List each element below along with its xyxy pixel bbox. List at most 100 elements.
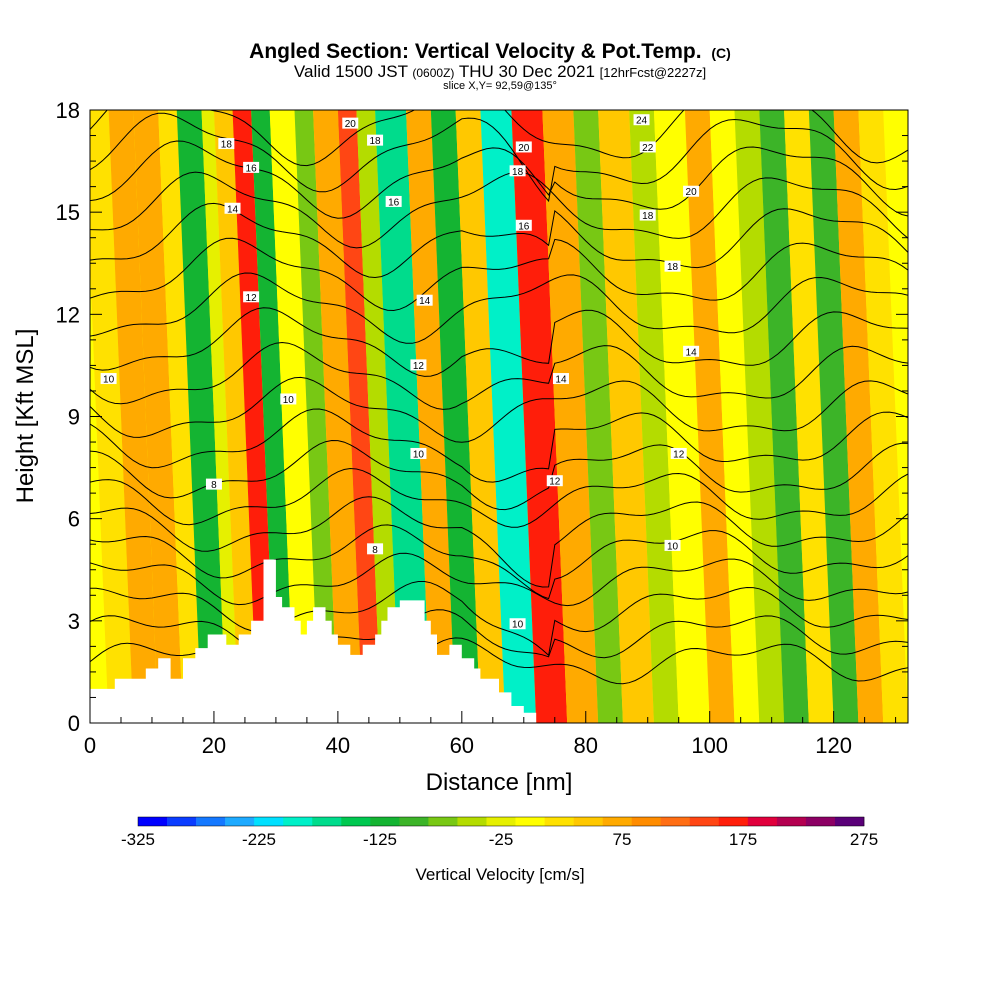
y-tick-label: 3 — [68, 609, 80, 634]
contour-label-bg — [633, 114, 650, 126]
y-tick-label: 9 — [68, 405, 80, 430]
vertical-velocity-field — [90, 110, 908, 723]
contour-label-text: 12 — [246, 293, 258, 304]
contour-label-5: 16 — [385, 195, 402, 208]
velocity-band-11 — [294, 110, 338, 723]
x-tick-label: 0 — [84, 733, 96, 758]
contour-label-19: 10 — [509, 618, 526, 631]
contour-label-6: 14 — [416, 294, 433, 307]
isentrope-8 — [90, 408, 908, 483]
contour-label-text: 10 — [413, 449, 425, 460]
contour-label-27: 10 — [664, 539, 681, 552]
colorbar-swatch-8 — [370, 817, 400, 826]
colorbar-swatch-14 — [544, 817, 574, 826]
contour-label-16: 16 — [515, 219, 532, 232]
contour-label-text: 20 — [345, 119, 357, 130]
colorbar-swatch-21 — [747, 817, 778, 826]
x-tick-label: 100 — [691, 733, 728, 758]
contour-label-bg — [410, 447, 427, 459]
contour-label-11: 10 — [410, 447, 427, 460]
colorbar-swatch-5 — [283, 817, 313, 826]
contour-label-8: 12 — [410, 359, 427, 372]
contour-label-17: 14 — [552, 373, 569, 386]
contour-label-bg — [385, 195, 402, 207]
contour-label-bg — [243, 291, 260, 303]
slice-info: slice X,Y= 92,59@135° — [443, 80, 557, 92]
valid-fcst: [12hrFcst@2227z] — [600, 65, 706, 80]
velocity-band-5 — [176, 110, 227, 723]
contour-label-20: 24 — [633, 114, 650, 127]
colorbar-swatch-22 — [776, 817, 807, 826]
velocity-band-18 — [455, 110, 506, 723]
isentrope-9 — [90, 376, 908, 443]
contour-label-text: 14 — [419, 296, 431, 307]
contour-label-bg — [670, 447, 687, 459]
colorbar-swatch-17 — [631, 817, 662, 826]
contour-label-13: 8 — [367, 543, 384, 556]
isentrope-5 — [90, 496, 908, 588]
x-tick-label: 80 — [574, 733, 598, 758]
contour-label-text: 20 — [518, 143, 530, 154]
contour-label-bg — [509, 165, 526, 177]
colorbar-swatch-10 — [428, 817, 458, 826]
contour-label-2: 14 — [224, 202, 241, 215]
contour-label-bg — [546, 475, 563, 487]
contour-label-text: 18 — [512, 167, 524, 178]
x-tick-label: 60 — [450, 733, 474, 758]
velocity-band-30 — [784, 110, 834, 723]
isentrope-16 — [90, 140, 908, 219]
contour-label-bg — [100, 373, 117, 385]
terrain — [90, 559, 537, 723]
contour-label-text: 18 — [642, 211, 654, 222]
contour-label-bg — [416, 294, 433, 306]
contour-label-bg — [243, 161, 260, 173]
potential-temperature-contours — [90, 110, 908, 685]
contour-label-bg — [552, 373, 569, 385]
contour-label-bg — [664, 539, 681, 551]
contour-label-bg — [639, 209, 656, 221]
contour-label-bg — [367, 543, 384, 555]
isentrope-1 — [90, 609, 908, 659]
isentrope-12 — [90, 272, 908, 344]
isentrope-7 — [90, 439, 908, 511]
contour-label-text: 10 — [667, 541, 679, 552]
contour-label-12: 8 — [205, 478, 222, 491]
colorbar-swatch-0 — [138, 817, 168, 826]
colorbar-swatch-7 — [341, 817, 371, 826]
contour-label-text: 8 — [372, 545, 378, 556]
contour-label-3: 20 — [342, 117, 359, 130]
velocity-band-13 — [337, 110, 382, 723]
velocity-band-9 — [251, 110, 295, 723]
velocity-band-27 — [709, 110, 760, 723]
contour-label-bg — [224, 202, 241, 214]
velocity-band-31 — [808, 110, 859, 723]
contour-label-text: 20 — [686, 187, 698, 198]
x-axis-title: Distance [nm] — [426, 769, 573, 796]
velocity-band-19 — [480, 110, 537, 723]
plot-area: 18 16 14 20 18 16 14 12 12 10 10 10 8 8 20 18 16 14 12 10 24… — [90, 110, 908, 723]
y-tick-label: 6 — [68, 507, 80, 532]
isentrope-3 — [90, 552, 908, 607]
valid-date: THU 30 Dec 2021 — [459, 62, 595, 81]
contour-label-bg — [515, 219, 532, 231]
contour-label-18: 12 — [546, 475, 563, 488]
contour-label-text: 18 — [369, 136, 381, 147]
velocity-band-15 — [375, 110, 431, 723]
contour-label-bg — [683, 345, 700, 357]
velocity-band-32 — [833, 110, 884, 723]
y-tick-label: 18 — [56, 98, 80, 123]
contour-label-bg — [683, 185, 700, 197]
colorbar-swatch-12 — [486, 817, 516, 826]
colorbar-swatch-20 — [718, 817, 749, 826]
valid-prefix: Valid 1500 JST — [294, 62, 408, 81]
contour-label-bg — [509, 618, 526, 630]
contour-label-26: 12 — [670, 447, 687, 460]
colorbar-swatch-18 — [660, 817, 691, 826]
velocity-band-14 — [356, 110, 400, 723]
contour-label-15: 18 — [509, 165, 526, 178]
colorbar-tick-label: 175 — [729, 830, 757, 849]
colorbar-swatch-2 — [196, 817, 226, 826]
colorbar-tick-label: -225 — [242, 830, 276, 849]
velocity-band-7 — [213, 110, 258, 723]
colorbar-tick-label: -25 — [489, 830, 514, 849]
